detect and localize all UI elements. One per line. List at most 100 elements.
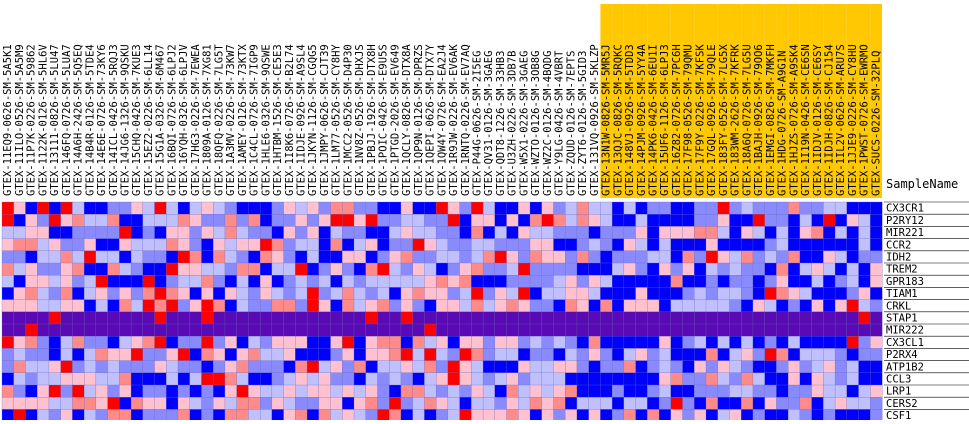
heatmap-cell (459, 409, 472, 422)
heatmap-cell (224, 250, 238, 264)
heatmap-cell (870, 372, 883, 386)
heatmap-cell (823, 299, 836, 313)
heatmap-cell (682, 336, 695, 349)
heatmap-cell (295, 384, 308, 398)
heatmap-cell (705, 214, 719, 227)
heatmap-cell (236, 336, 249, 349)
heatmap-cell (377, 397, 390, 410)
heatmap-cell (776, 238, 789, 252)
heatmap-cell (764, 397, 777, 410)
heatmap-cell (565, 201, 578, 215)
heatmap-cell (823, 372, 836, 386)
heatmap-cell (1, 262, 15, 276)
heatmap-cell (83, 409, 97, 422)
heatmap-cell (330, 384, 343, 398)
heatmap-cell (717, 311, 730, 325)
heatmap-cell (447, 360, 460, 374)
heatmap-cell (201, 409, 214, 422)
heatmap-cell (201, 348, 214, 361)
heatmap-cell (658, 311, 672, 325)
heatmap-cell (130, 226, 144, 239)
heatmap-cell (107, 336, 120, 349)
heatmap-cell (213, 299, 226, 313)
heatmap-cell (623, 384, 636, 398)
heatmap-cell (271, 275, 284, 288)
heatmap-cell (224, 397, 238, 410)
heatmap-cell (799, 226, 812, 239)
column-label-highlight (670, 4, 683, 198)
heatmap-cell (459, 262, 472, 276)
heatmap-cell (424, 384, 437, 398)
heatmap-cell (72, 226, 85, 239)
heatmap-cell (318, 311, 331, 325)
heatmap-cell (870, 360, 883, 374)
heatmap-cell (107, 226, 120, 239)
heatmap-cell (130, 397, 144, 410)
heatmap-cell (95, 348, 108, 361)
heatmap-cell (13, 323, 26, 337)
heatmap-cell (600, 299, 613, 313)
heatmap-cell (166, 384, 179, 398)
heatmap-cell (248, 311, 261, 325)
heatmap-cell (776, 201, 789, 215)
heatmap-cell (823, 275, 836, 288)
row-header-label: SampleName (886, 177, 958, 191)
column-label-highlight (647, 4, 660, 198)
heatmap-cell (447, 323, 460, 337)
heatmap-cell (541, 262, 554, 276)
heatmap-cell (389, 397, 402, 410)
heatmap-cell (142, 201, 155, 215)
heatmap-cell (705, 360, 719, 374)
heatmap-cell (424, 348, 437, 361)
row-label: MIR222 (886, 325, 924, 337)
heatmap-cell (412, 409, 425, 422)
heatmap-cell (177, 201, 191, 215)
heatmap-cell (529, 275, 543, 288)
column-label: GTEX-11EQ9-0626-SM-5A5K1 (2, 44, 14, 196)
heatmap-cell (729, 238, 742, 252)
heatmap-cell (529, 299, 543, 313)
heatmap-cell (506, 299, 519, 313)
heatmap-cell (353, 323, 367, 337)
heatmap-cell (72, 323, 85, 337)
column-label-highlight (870, 4, 882, 198)
heatmap-cell (588, 336, 601, 349)
column-label: GTEX-1JMPY-0626-SM-CJT39 (319, 44, 331, 196)
heatmap-cell (435, 214, 449, 227)
heatmap-cell (424, 336, 437, 349)
heatmap-cell (283, 226, 296, 239)
heatmap-cell (471, 336, 484, 349)
heatmap-cell (60, 384, 73, 398)
heatmap-cell (283, 323, 296, 337)
heatmap-cell (37, 372, 50, 386)
heatmap-cell (107, 323, 120, 337)
heatmap-cell (330, 409, 343, 422)
heatmap-cell (870, 409, 883, 422)
heatmap-cell (459, 323, 472, 337)
heatmap-cell (365, 250, 378, 264)
heatmap-cell (787, 372, 801, 386)
heatmap-cell (682, 275, 695, 288)
heatmap-cell (741, 336, 754, 349)
heatmap-cell (447, 397, 460, 410)
heatmap-cell (506, 336, 519, 349)
heatmap-cell (694, 336, 707, 349)
heatmap-cell (565, 214, 578, 227)
heatmap-cell (682, 409, 695, 422)
heatmap-cell (682, 214, 695, 227)
heatmap-cell (811, 214, 824, 227)
heatmap-cell (553, 214, 566, 227)
heatmap-cell (224, 238, 238, 252)
heatmap-cell (811, 250, 824, 264)
heatmap-cell (48, 287, 62, 300)
heatmap-cell (271, 201, 284, 215)
heatmap-cell (435, 262, 449, 276)
heatmap-cell (213, 238, 226, 252)
heatmap-cell (295, 360, 308, 374)
heatmap-cell (177, 360, 191, 374)
heatmap-cell (295, 262, 308, 276)
heatmap-cell (811, 360, 824, 374)
heatmap-cell (647, 299, 660, 313)
heatmap-cell (259, 360, 273, 374)
heatmap-cell (342, 323, 355, 337)
